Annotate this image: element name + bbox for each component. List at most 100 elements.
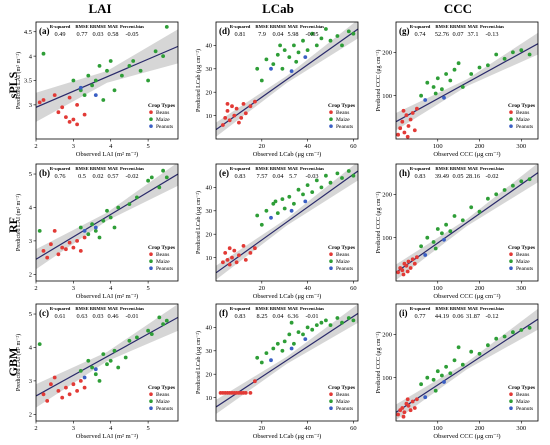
data-point-maize bbox=[264, 351, 269, 355]
data-point-beans bbox=[243, 111, 248, 116]
panel-label: (g) bbox=[399, 26, 410, 36]
stats-header: RMSE bbox=[75, 24, 88, 29]
data-point-maize bbox=[346, 29, 351, 34]
stats-header: R-squared bbox=[230, 24, 251, 29]
stats-value: 0.03 bbox=[92, 31, 103, 38]
stats-header: RRMSE bbox=[90, 306, 107, 311]
data-point-maize bbox=[255, 355, 260, 360]
data-point-maize bbox=[452, 214, 457, 218]
stats-value: 0.58 bbox=[107, 31, 118, 38]
data-point-beans bbox=[415, 106, 419, 111]
data-point-maize bbox=[469, 205, 474, 210]
y-tick-label: 100 bbox=[382, 93, 392, 100]
x-axis-label: Observed LAI (m² m⁻²) bbox=[76, 293, 138, 300]
y-tick-label: 30 bbox=[206, 66, 213, 73]
x-tick-label: 3 bbox=[72, 285, 75, 292]
data-point-beans bbox=[221, 391, 225, 395]
data-point-beans bbox=[221, 123, 225, 127]
stats-header: R-squared bbox=[410, 306, 431, 311]
stats-header: Percent.bias bbox=[480, 24, 504, 29]
data-point-beans bbox=[37, 100, 42, 105]
stats-value: 28.16 bbox=[466, 173, 480, 180]
x-tick-label: 200 bbox=[475, 143, 485, 150]
data-point-maize bbox=[292, 341, 296, 346]
legend-title: Crop Types bbox=[148, 245, 175, 251]
data-point-maize bbox=[477, 209, 482, 214]
panel-label: (a) bbox=[39, 26, 50, 36]
data-point-maize bbox=[161, 168, 166, 173]
data-point-beans bbox=[41, 98, 46, 102]
data-point-beans bbox=[56, 252, 61, 257]
stats-value: 0.83 bbox=[234, 313, 245, 320]
data-point-peanuts bbox=[442, 380, 446, 384]
data-point-beans bbox=[60, 245, 65, 250]
y-tick-label: 5 bbox=[29, 171, 32, 178]
stats-value: -0.05 bbox=[305, 31, 318, 38]
data-point-maize bbox=[527, 325, 532, 330]
data-point-maize bbox=[431, 377, 436, 382]
data-point-beans bbox=[412, 128, 417, 133]
x-tick-label: 100 bbox=[433, 143, 443, 150]
data-point-maize bbox=[519, 179, 524, 184]
y-axis-label: Predicted LAI (m² m⁻²) bbox=[15, 194, 22, 251]
data-point-maize bbox=[146, 328, 151, 333]
x-tick-label: 5 bbox=[146, 285, 149, 292]
data-point-peanuts bbox=[289, 208, 294, 213]
data-point-beans bbox=[60, 395, 65, 400]
data-point-maize bbox=[527, 177, 532, 182]
data-point-beans bbox=[410, 257, 415, 262]
y-tick-label: 40 bbox=[206, 325, 213, 332]
data-point-maize bbox=[419, 93, 423, 98]
data-point-maize bbox=[351, 173, 356, 178]
data-point-maize bbox=[131, 59, 136, 63]
data-point-maize bbox=[456, 61, 461, 66]
stats-value: 0.77 bbox=[76, 31, 87, 38]
data-point-beans bbox=[60, 105, 65, 110]
data-point-beans bbox=[78, 379, 83, 383]
stats-value: 31.87 bbox=[466, 313, 480, 320]
y-tick-label: 40 bbox=[206, 185, 213, 192]
data-point-beans bbox=[225, 102, 230, 106]
x-tick-label: 20 bbox=[259, 425, 266, 432]
data-point-maize bbox=[97, 235, 102, 240]
y-tick-label: 30 bbox=[206, 348, 213, 355]
stats-header: Percent.bias bbox=[300, 166, 324, 171]
data-point-maize bbox=[502, 56, 507, 61]
data-point-maize bbox=[328, 180, 333, 185]
data-point-beans bbox=[253, 246, 257, 251]
data-point-maize bbox=[448, 229, 453, 234]
data-point-beans bbox=[396, 412, 400, 417]
y-axis-label: Predicted CCC (μg cm⁻²) bbox=[375, 192, 382, 254]
data-point-peanuts bbox=[289, 69, 294, 73]
x-axis-label: Observed LCab (μg cm⁻²) bbox=[253, 293, 322, 300]
stats-value: 0.57 bbox=[107, 173, 118, 180]
legend-label-beans: Beans bbox=[336, 110, 349, 116]
y-tick-label: 4 bbox=[29, 205, 33, 212]
stats-value: 0.61 bbox=[54, 313, 65, 320]
legend-label-peanuts: Peanuts bbox=[156, 266, 173, 272]
legend-title: Crop Types bbox=[328, 385, 355, 391]
stats-value: -0.01 bbox=[125, 313, 138, 320]
data-point-beans bbox=[241, 102, 246, 106]
x-tick-label: 4 bbox=[109, 143, 113, 150]
data-point-beans bbox=[75, 122, 79, 127]
y-tick-label: 30 bbox=[206, 208, 213, 215]
data-point-maize bbox=[448, 78, 453, 83]
y-tick-label: 20 bbox=[206, 89, 213, 96]
stats-header: MAE bbox=[288, 24, 299, 29]
panel-label: (d) bbox=[219, 26, 230, 36]
data-point-maize bbox=[452, 358, 457, 363]
stats-header: Percent.bias bbox=[300, 306, 324, 311]
legend-label-peanuts: Peanuts bbox=[336, 406, 353, 412]
data-point-maize bbox=[346, 316, 351, 320]
data-point-beans bbox=[56, 110, 61, 115]
confidence-band bbox=[36, 29, 178, 122]
data-point-maize bbox=[310, 327, 315, 332]
x-axis-label: Observed LAI (m² m⁻²) bbox=[76, 433, 138, 440]
stats-header: MAE bbox=[468, 166, 479, 171]
data-point-maize bbox=[127, 64, 132, 68]
legend-label-maize: Maize bbox=[516, 259, 530, 265]
legend-marker-maize bbox=[329, 259, 333, 264]
data-point-beans bbox=[405, 269, 410, 274]
data-point-maize bbox=[157, 185, 162, 190]
